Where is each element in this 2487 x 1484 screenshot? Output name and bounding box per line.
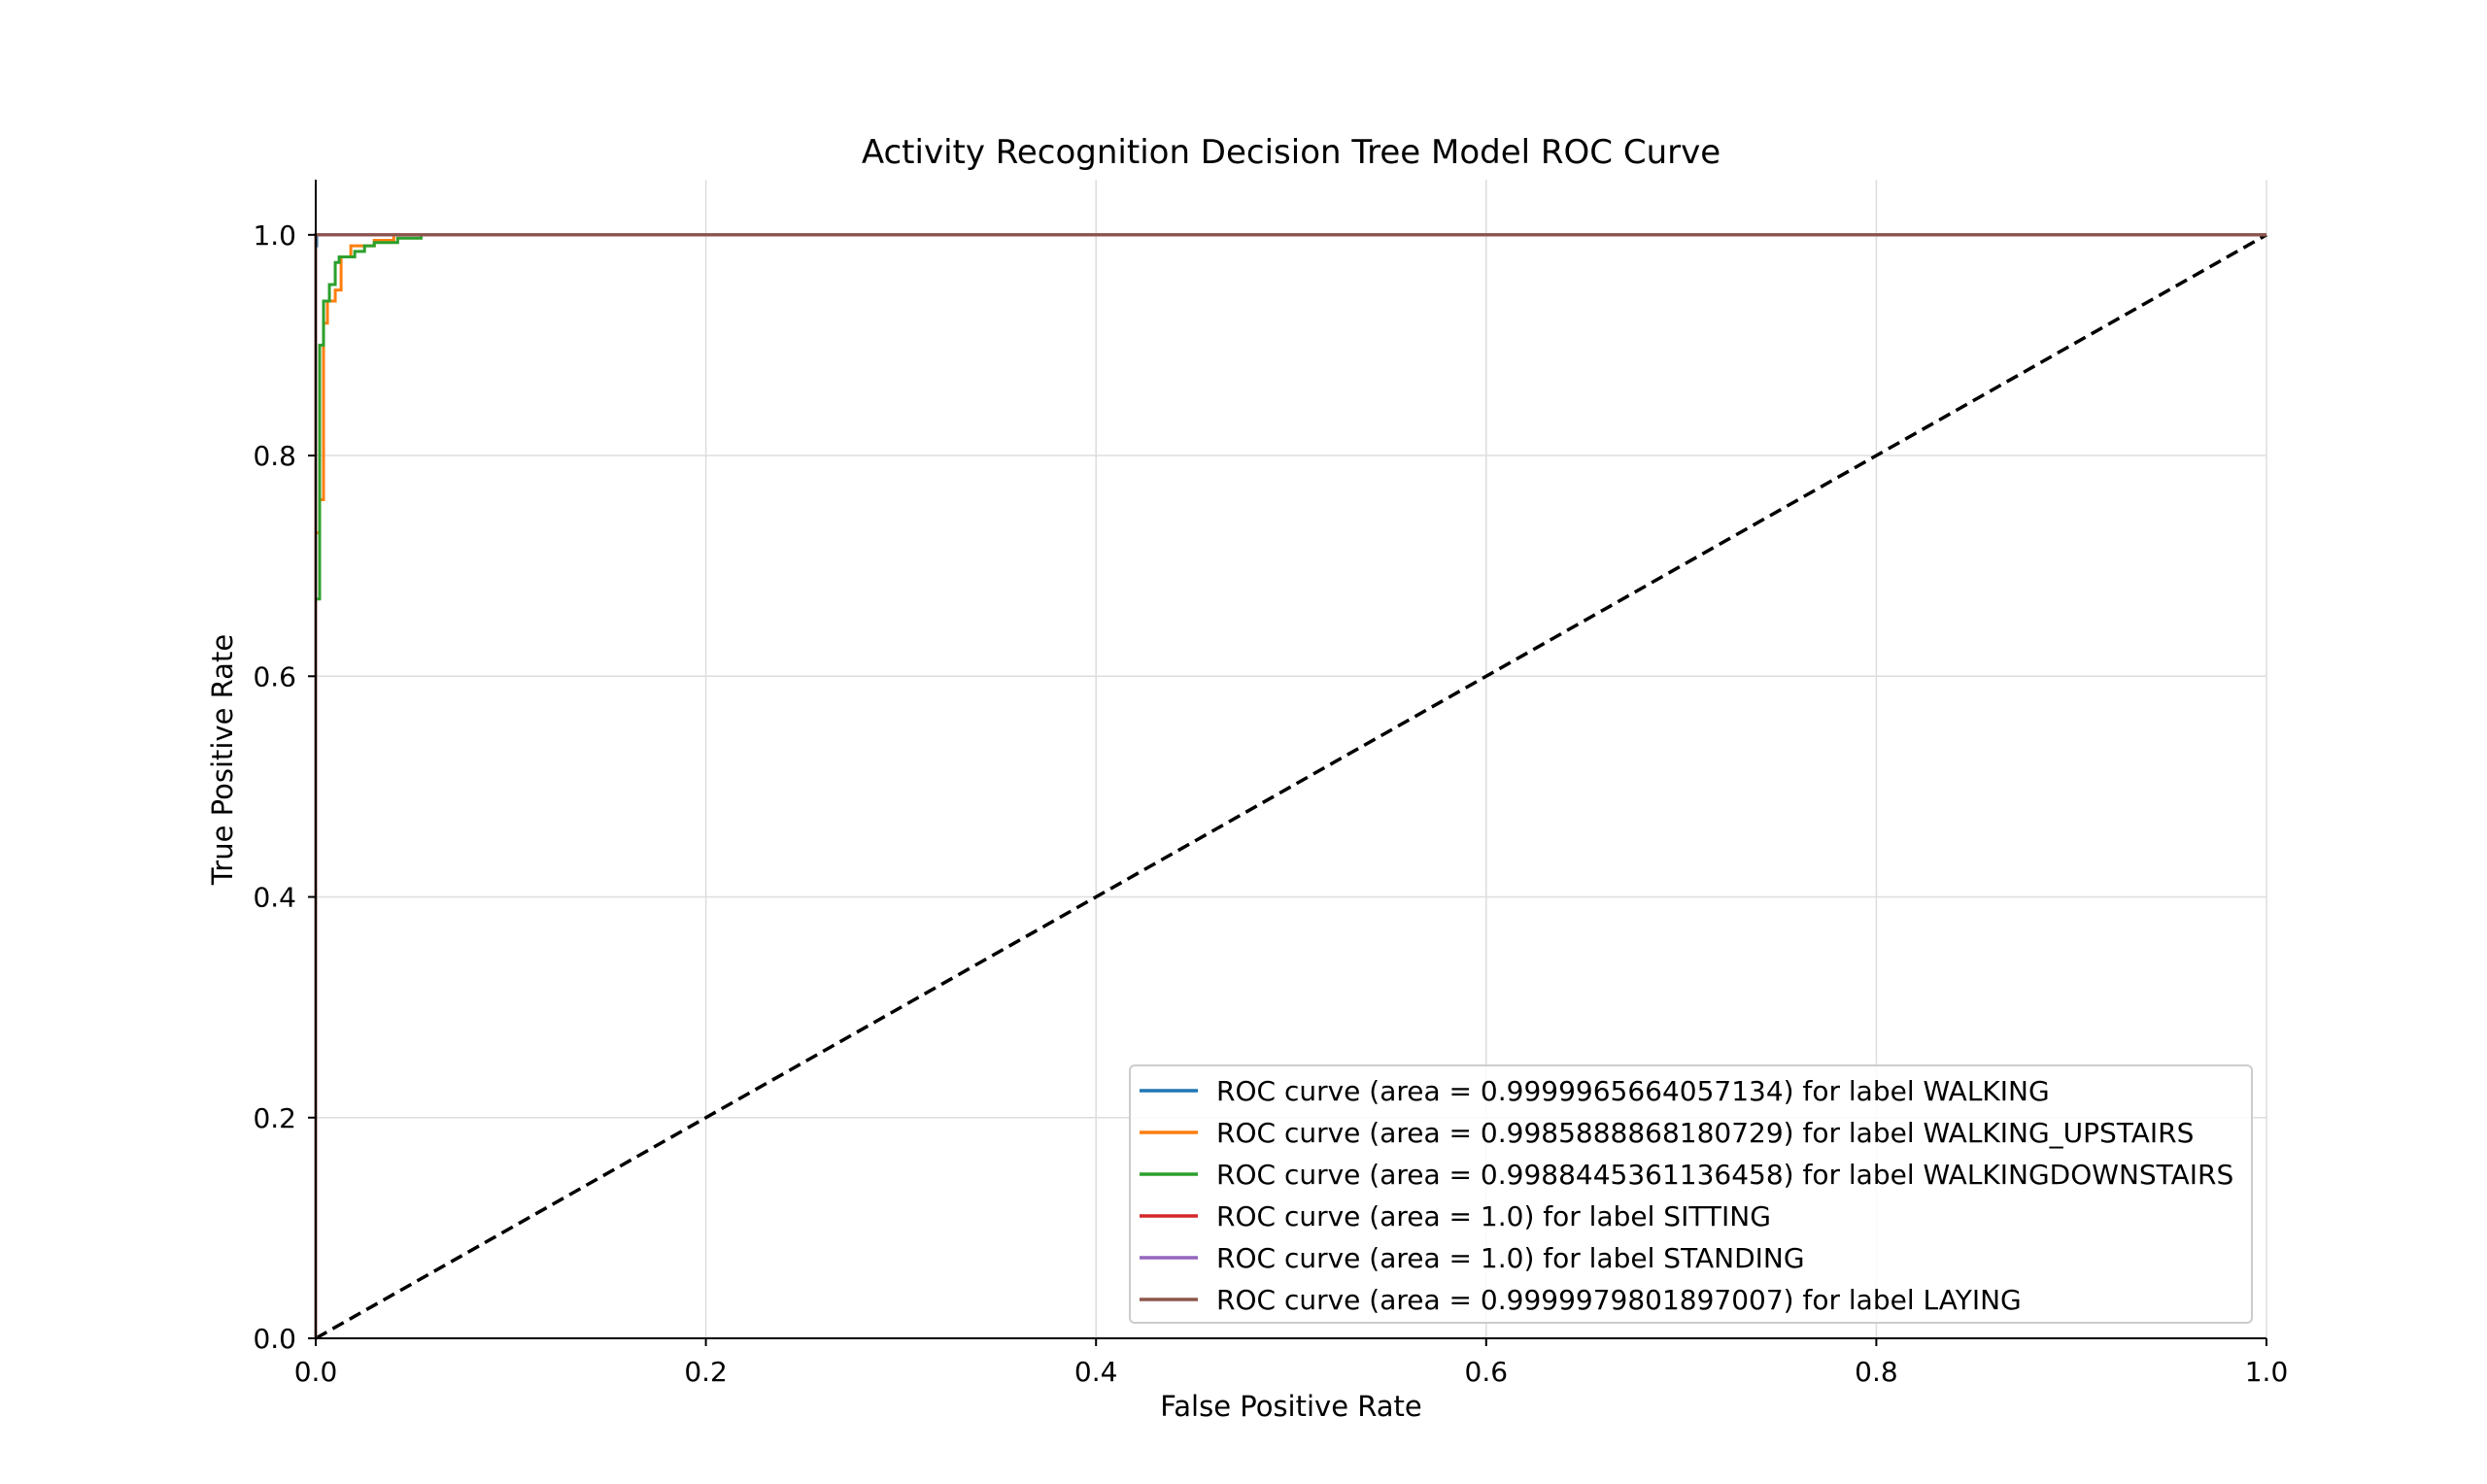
x-tick-label-2: 0.4: [1074, 1356, 1118, 1388]
legend-label-2: ROC curve (area = 0.9988445361136458) fo…: [1216, 1159, 2233, 1191]
legend-label-4: ROC curve (area = 1.0) for label STANDIN…: [1216, 1242, 1805, 1274]
y-axis-label: True Positive Rate: [206, 634, 239, 886]
legend: ROC curve (area = 0.9999965664057134) fo…: [1129, 1064, 2253, 1324]
x-axis-label: False Positive Rate: [1160, 1390, 1422, 1423]
reference-diagonal-group: [315, 233, 2267, 1340]
legend-box: [1129, 1064, 2253, 1324]
axes: [315, 180, 2266, 1339]
y-tick-label-2: 0.4: [253, 882, 296, 914]
legend-label-3: ROC curve (area = 1.0) for label SITTING: [1216, 1200, 1771, 1232]
x-tick-label-0: 0.0: [294, 1356, 338, 1388]
series-line-2: [314, 233, 2266, 1338]
tick-marks: 0.0 0.2 0.4 0.6 0.8 1.0 0.0 0.2 0.4 0.6 0.8 1.0: [253, 219, 2288, 1388]
x-tick-label-1: 0.2: [684, 1356, 728, 1388]
y-tick-label-1: 0.2: [253, 1102, 296, 1134]
legend-label-5: ROC curve (area = 0.9999979801897007) fo…: [1216, 1284, 2022, 1316]
y-tick-label-4: 0.8: [253, 440, 296, 472]
x-tick-label-5: 1.0: [2245, 1356, 2289, 1388]
x-tick-label-4: 0.8: [1855, 1356, 1898, 1388]
legend-label-1: ROC curve (area = 0.9985888868180729) fo…: [1216, 1117, 2194, 1149]
y-tick-label-0: 0.0: [253, 1323, 296, 1355]
chart-title: Activity Recognition Decision Tree Model…: [862, 133, 1720, 172]
y-tick-label-5: 1.0: [253, 219, 296, 252]
reference-diagonal-line: [315, 233, 2267, 1340]
y-tick-label-3: 0.6: [253, 660, 296, 692]
legend-label-0: ROC curve (area = 0.9999965664057134) fo…: [1216, 1075, 2050, 1107]
x-tick-label-3: 0.6: [1465, 1356, 1509, 1388]
